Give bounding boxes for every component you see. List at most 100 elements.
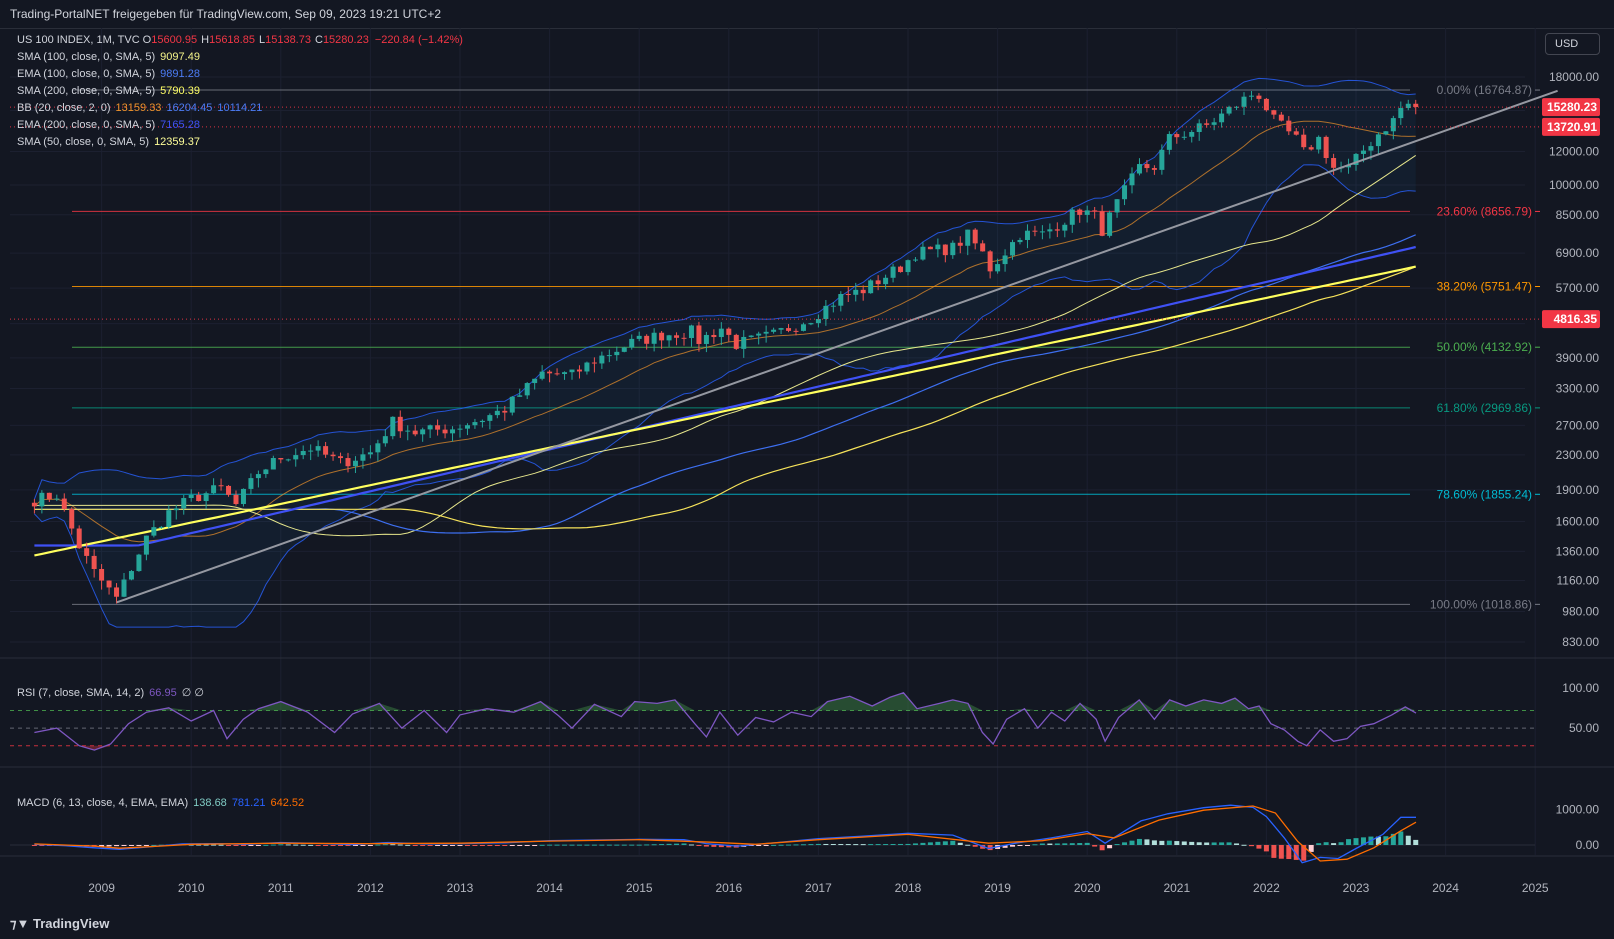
candle-body — [935, 244, 941, 250]
candle-body — [173, 508, 179, 511]
candle-body — [397, 416, 403, 432]
candle-body — [726, 328, 732, 335]
trend-line — [116, 89, 1558, 604]
macd-histogram-bar — [912, 843, 918, 845]
macd-histogram-bar — [405, 844, 411, 846]
rsi-legend[interactable]: RSI (7, close, SMA, 14, 2) 66.95 ∅ ∅ — [17, 686, 209, 699]
tradingview-logo[interactable]: ⁊▼ TradingView — [10, 916, 109, 932]
candle-body — [420, 429, 426, 435]
candle-body — [659, 332, 665, 341]
indicator-legend-row[interactable]: SMA (100, close, 0, SMA, 5) 9097.49 — [17, 51, 205, 63]
candle-body — [1010, 242, 1016, 256]
candle-body — [457, 428, 463, 430]
price-chart[interactable]: 0.00% (16764.87) 23.60% (8656.79) 38.20% (… — [0, 28, 1614, 910]
time-axis-label: 2011 — [268, 881, 294, 895]
candle-body — [1248, 95, 1254, 97]
candle-body — [1174, 134, 1180, 138]
indicator-legend-row[interactable]: SMA (50, close, 0, SMA, 5) 12359.37 — [17, 136, 205, 148]
candle-body — [308, 450, 314, 452]
candle-body — [614, 351, 620, 356]
candle-body — [763, 331, 769, 334]
candle-body — [1024, 230, 1030, 240]
candle-body — [1293, 131, 1299, 135]
fibonacci-retracement[interactable]: 0.00% (16764.87) 23.60% (8656.79) 38.20% (… — [72, 83, 1540, 611]
macd-histogram-bar — [31, 845, 37, 846]
macd-histogram-bar — [927, 842, 933, 845]
candle-body — [1398, 108, 1404, 119]
candle-body — [390, 416, 396, 437]
close-label: C — [314, 34, 323, 46]
macd-histogram-bar — [1353, 838, 1359, 845]
macd-histogram-bar — [711, 845, 717, 847]
macd-histogram-bar — [1293, 845, 1299, 860]
candle-body — [1151, 168, 1157, 170]
time-axis[interactable]: 2009 2010 2011 2012 2013 2014 2015 2016 2017 2018… — [88, 881, 1549, 895]
indicator-legend-label: SMA (50, close, 0, SMA, 5) — [17, 136, 150, 148]
low-label: L — [258, 34, 266, 46]
macd-histogram-bar — [875, 844, 881, 846]
macd-histogram-bar — [576, 844, 582, 846]
time-axis-label: 2024 — [1432, 881, 1459, 895]
macd-histogram-bar — [1323, 842, 1329, 845]
macd-histogram-bar — [315, 845, 321, 846]
candle-body — [285, 459, 291, 461]
macd-histogram-bar — [965, 844, 971, 846]
macd-histogram-bar — [1151, 840, 1157, 845]
candle-body — [255, 474, 261, 479]
macd-histogram-bar — [367, 845, 373, 846]
price-axis-label: 3300.00 — [1556, 382, 1600, 396]
macd-histogram-bar — [584, 844, 590, 846]
price-axis[interactable]: 18000.0015000.0012000.0010000.008500.006… — [10, 70, 1600, 649]
low-value: 15138.73 — [265, 34, 311, 46]
fib-level-label: 100.00% (1018.86) — [1430, 597, 1532, 611]
candle-body — [651, 332, 657, 344]
price-badge-label: 15280.23 — [1547, 100, 1597, 114]
macd-histogram-bar — [1159, 840, 1165, 845]
candle-body — [838, 294, 844, 306]
open-label: O — [142, 34, 152, 46]
macd-histogram-bar — [397, 844, 403, 846]
high-value: 15618.85 — [209, 34, 255, 46]
indicator-legend-row[interactable]: EMA (200, close, 0, SMA, 5) 7165.28 — [17, 119, 205, 131]
candle-body — [464, 425, 470, 429]
macd-histogram-bar — [554, 844, 560, 846]
top-bar: Trading-PortalNET freigegeben für Tradin… — [0, 0, 1614, 29]
indicator-legend-row[interactable]: BB (20, close, 2, 0) 13159.33 16204.45 1011… — [17, 102, 267, 114]
candle-body — [1084, 210, 1090, 215]
candle-body — [300, 450, 306, 456]
currency-button[interactable]: USD — [1545, 33, 1600, 55]
candle-body — [980, 243, 986, 252]
candle-body — [352, 460, 358, 467]
candle-body — [562, 372, 568, 375]
macd-histogram-bar — [300, 844, 306, 846]
candle-body — [644, 335, 650, 344]
change-value: −220.84 (−1.42%) — [374, 34, 463, 46]
fib-level-label: 50.00% (4132.92) — [1437, 340, 1532, 354]
time-axis-label: 2013 — [447, 881, 474, 895]
indicator-legend-value: 13159.33 — [115, 102, 162, 114]
candle-body — [1278, 114, 1284, 121]
macd-histogram-bar — [1024, 845, 1030, 846]
macd-histogram-bar — [778, 844, 784, 846]
macd-label: MACD (6, 13, close, 4, EMA, EMA) — [17, 797, 189, 809]
symbol-legend[interactable]: US 100 INDEX, 1M, TVC O15600.95 H15618.85 L… — [17, 34, 468, 46]
candle-body — [845, 294, 851, 296]
candle-body — [1234, 106, 1240, 108]
indicator-legend-label: SMA (100, close, 0, SMA, 5) — [17, 51, 156, 63]
macd-histogram-bar — [1338, 842, 1344, 845]
candle-body — [786, 328, 792, 331]
macd-histogram-bar — [1069, 843, 1075, 845]
indicator-legend-row[interactable]: EMA (100, close, 0, SMA, 5) 9891.28 — [17, 68, 205, 80]
trendline[interactable] — [116, 89, 1558, 604]
indicator-legend-row[interactable]: SMA (200, close, 0, SMA, 5) 5790.39 — [17, 85, 205, 97]
macd-legend[interactable]: MACD (6, 13, close, 4, EMA, EMA) 138.68 78… — [17, 797, 309, 809]
sma200-line — [34, 265, 1416, 557]
macd-histogram-bar — [674, 843, 680, 845]
macd-histogram-bar — [1010, 845, 1016, 847]
macd-histogram-bar — [681, 843, 687, 845]
macd-histogram-bar — [942, 841, 948, 845]
candle-body — [1032, 230, 1038, 232]
macd-histogram-value: 138.68 — [193, 797, 227, 809]
candle-body — [1226, 106, 1232, 114]
candle-body — [1383, 131, 1389, 135]
